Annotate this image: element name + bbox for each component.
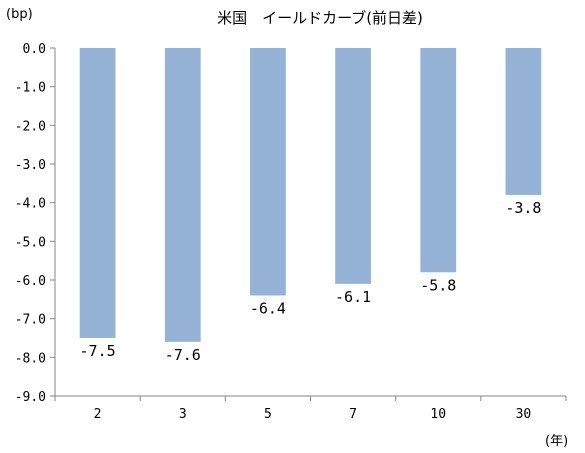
x-axis-unit-label: (年) xyxy=(545,434,569,449)
bar-value-label: -3.8 xyxy=(505,199,541,217)
y-tick-label: -4.0 xyxy=(15,197,46,212)
data-labels: -7.5 -7.6 -6.4 -6.1 -5.8 -3.8 xyxy=(80,199,542,364)
bar-value-label: -7.6 xyxy=(165,346,201,364)
y-tick-label: -6.0 xyxy=(15,274,46,289)
x-axis: 2 3 5 7 10 30 xyxy=(54,395,567,422)
x-tick-label: 10 xyxy=(430,407,446,422)
bar xyxy=(164,48,201,342)
y-tick-label: -2.0 xyxy=(15,119,46,134)
x-tick-label: 5 xyxy=(264,407,272,422)
y-tick-label: 0.0 xyxy=(23,42,46,57)
y-tick-label: -9.0 xyxy=(15,390,46,405)
bars xyxy=(79,48,542,342)
bar xyxy=(79,48,116,338)
bar-value-label: -7.5 xyxy=(80,342,116,360)
x-tick-label: 3 xyxy=(179,407,187,422)
x-tick-label: 7 xyxy=(349,407,357,422)
chart-title: 米国 イールドカーブ(前日差) xyxy=(217,9,423,27)
y-tick-label: -7.0 xyxy=(15,313,46,328)
bar-value-label: -6.1 xyxy=(335,288,371,306)
y-tick-label: -5.0 xyxy=(15,235,46,250)
y-tick-label: -1.0 xyxy=(15,81,46,96)
y-tick-label: -8.0 xyxy=(15,351,46,366)
bar xyxy=(420,48,457,273)
y-tick-label: -3.0 xyxy=(15,158,46,173)
bar xyxy=(505,48,542,195)
bar xyxy=(335,48,371,284)
y-axis-unit-label: (bp) xyxy=(6,7,33,22)
y-axis: 0.0 -1.0 -2.0 -3.0 -4.0 -5.0 -6.0 -7.0 -8.0 -9.0 xyxy=(15,42,56,405)
bar-value-label: -6.4 xyxy=(250,299,286,317)
x-tick-label: 30 xyxy=(516,407,532,422)
bar xyxy=(250,48,286,296)
bar-value-label: -5.8 xyxy=(420,276,456,294)
x-tick-label: 2 xyxy=(94,407,102,422)
